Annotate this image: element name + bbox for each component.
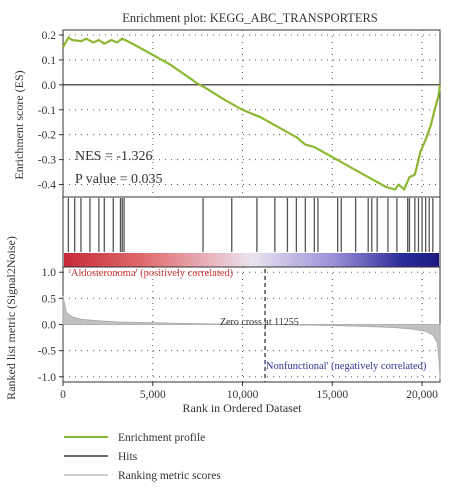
rank-color-bar: [64, 253, 439, 267]
positive-correlation-label: 'Aldosteronoma' (positively correlated): [69, 268, 234, 279]
x-tick-label: 5,000: [140, 389, 166, 401]
metric-axis-label: Ranked list metric (Signal2Noise): [4, 236, 18, 400]
enrichment-profile-line: [62, 36, 442, 191]
p-value-annotation: P value = 0.035: [75, 172, 162, 187]
metric-y-tick-label: -0.5: [38, 346, 56, 358]
metric-y-tick-label: 0.5: [42, 293, 57, 305]
es-y-tick-label: -0.1: [38, 105, 56, 117]
legend-label: Enrichment profile: [118, 432, 205, 444]
zero-cross-label: Zero cross at 11255: [220, 317, 299, 328]
legend-label: Ranking metric scores: [118, 470, 221, 482]
chart-title: Enrichment plot: KEGG_ABC_TRANSPORTERS: [122, 11, 378, 25]
ranking-metric-area: [62, 295, 441, 380]
hits-panel: [62, 196, 441, 268]
legend-label: Hits: [118, 451, 138, 463]
metric-panel: 1.0 0.5 0.0 -0.5 -1.0: [38, 266, 441, 384]
negative-correlation-label: 'Nonfunctional' (negatively correlated): [264, 361, 427, 372]
es-y-tick-label: -0.2: [38, 130, 56, 142]
x-axis-label: Rank in Ordered Dataset: [183, 401, 303, 415]
es-y-tick-label: 0.2: [42, 30, 57, 42]
x-tick-label: 0: [60, 389, 66, 401]
es-y-tick-label: 0.1: [42, 55, 57, 67]
x-tick-label: 20,000: [406, 389, 438, 401]
es-axis-label: Enrichment score (ES): [12, 70, 26, 179]
es-y-tick-label: -0.4: [38, 180, 56, 192]
es-y-tick-label: 0.0: [42, 80, 57, 92]
x-axis: 0 5,000 10,000 15,000 20,000: [60, 382, 438, 401]
metric-y-tick-label: 1.0: [42, 267, 57, 279]
metric-y-tick-label: -1.0: [38, 372, 56, 384]
es-y-tick-label: -0.3: [38, 155, 56, 167]
x-tick-label: 10,000: [227, 389, 259, 401]
nes-annotation: NES = -1.326: [75, 149, 153, 164]
x-tick-label: 15,000: [316, 389, 348, 401]
metric-y-tick-label: 0.0: [42, 320, 57, 332]
legend: Enrichment profile Hits Ranking metric sco…: [64, 432, 221, 482]
